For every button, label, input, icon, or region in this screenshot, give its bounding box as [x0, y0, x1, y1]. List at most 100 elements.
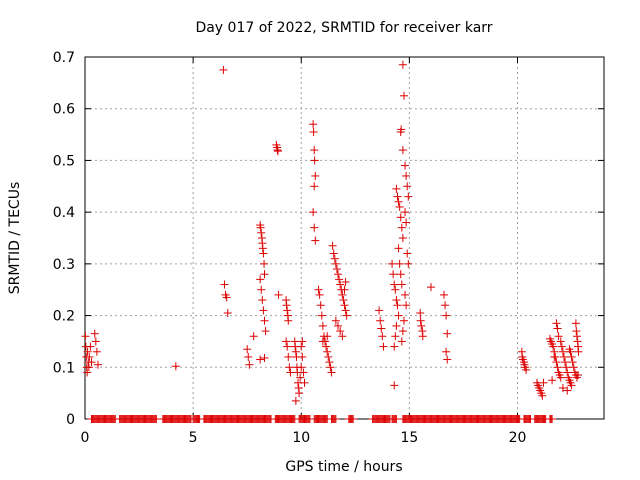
data-point — [416, 316, 425, 325]
data-point — [315, 290, 324, 299]
data-point — [416, 308, 425, 317]
data-point — [327, 368, 336, 377]
data-point — [402, 218, 411, 227]
data-point — [397, 280, 406, 289]
data-point — [567, 381, 576, 390]
data-point — [261, 327, 270, 336]
data-point — [331, 415, 340, 423]
data-point — [84, 363, 93, 372]
x-tick-label: 0 — [81, 430, 90, 446]
data-point — [548, 376, 557, 385]
data-point — [310, 182, 319, 191]
data-point — [553, 324, 562, 333]
data-point — [326, 363, 335, 372]
data-point — [392, 321, 401, 330]
y-tick-label: 0.4 — [53, 205, 75, 221]
data-point — [390, 381, 399, 390]
y-tick-label: 0.3 — [53, 257, 75, 273]
x-tick-label: 15 — [400, 430, 418, 446]
data-point — [562, 363, 571, 372]
data-point — [223, 308, 232, 317]
data-point — [395, 202, 404, 211]
data-point — [338, 290, 347, 299]
data-point — [341, 277, 350, 286]
data-point — [398, 234, 407, 242]
data-point — [316, 301, 325, 310]
data-point — [342, 311, 351, 320]
data-point — [243, 345, 252, 354]
data-point — [328, 241, 337, 250]
data-point — [309, 120, 318, 129]
data-point — [291, 347, 300, 356]
data-point — [395, 259, 404, 268]
y-tick-label: 0.2 — [53, 309, 75, 325]
data-point — [93, 360, 102, 369]
data-point — [397, 337, 406, 346]
data-point — [418, 332, 427, 341]
data-point — [282, 337, 291, 346]
data-point — [397, 125, 406, 134]
data-point — [284, 352, 293, 361]
data-point — [558, 383, 567, 392]
data-point — [561, 358, 570, 367]
data-point — [375, 306, 384, 315]
data-point — [274, 290, 283, 299]
data-point — [568, 358, 577, 367]
data-point — [256, 223, 265, 232]
data-point — [558, 347, 567, 356]
data-point — [404, 192, 413, 201]
data-point — [340, 285, 349, 294]
data-point — [335, 275, 344, 284]
data-point — [402, 171, 411, 180]
data-point — [401, 208, 410, 217]
data-point — [323, 332, 332, 341]
grid-lines — [85, 57, 604, 419]
plot-border — [84, 56, 605, 420]
data-point — [572, 327, 581, 336]
data-point — [563, 368, 572, 377]
data-point — [300, 378, 309, 387]
x-axis-label: GPS time / hours — [285, 459, 402, 475]
data-point — [396, 213, 405, 222]
data-point — [574, 371, 583, 380]
data-point — [398, 60, 407, 69]
data-point — [314, 285, 323, 294]
data-point — [298, 337, 307, 346]
data-point — [442, 347, 451, 356]
data-point — [550, 352, 559, 361]
data-point — [566, 347, 575, 356]
data-point — [443, 355, 452, 364]
data-point — [258, 244, 267, 253]
data-point — [522, 365, 531, 374]
data-point — [567, 352, 576, 361]
data-point — [283, 306, 292, 315]
data-point — [329, 249, 338, 258]
data-point — [557, 342, 566, 351]
data-point — [569, 363, 578, 372]
data-point — [285, 363, 294, 372]
data-point — [341, 306, 350, 315]
data-point — [392, 296, 401, 305]
data-point — [86, 342, 95, 351]
data-point — [391, 332, 400, 341]
data-point — [401, 161, 410, 170]
data-point — [220, 280, 229, 289]
data-point — [399, 91, 408, 100]
data-point — [311, 236, 320, 245]
data-point — [539, 378, 548, 387]
data-point — [299, 368, 308, 377]
data-point — [87, 358, 96, 367]
data-point — [378, 332, 387, 341]
data-point — [310, 156, 319, 165]
tick-labels: 0 0.1 0.2 0.3 0.4 0.5 0.6 0.7 0 5 10 15 20 — [53, 50, 527, 446]
data-point — [439, 290, 448, 299]
data-point — [441, 301, 450, 310]
data-point — [559, 352, 568, 361]
data-point — [325, 358, 334, 367]
data-point — [260, 316, 269, 325]
data-point — [340, 301, 349, 310]
data-point — [83, 347, 92, 356]
data-point — [402, 301, 411, 310]
